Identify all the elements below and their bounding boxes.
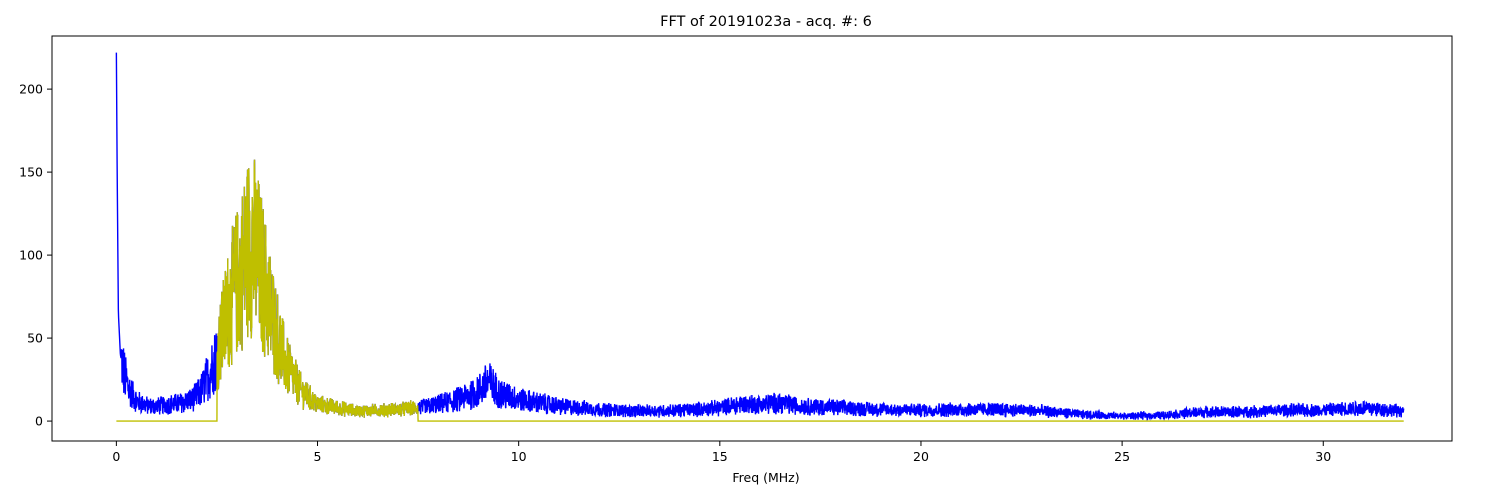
- y-tick-label: 150: [19, 165, 43, 180]
- x-tick-label: 5: [314, 449, 322, 464]
- x-tick-label: 30: [1315, 449, 1331, 464]
- x-tick-label: 15: [712, 449, 728, 464]
- x-tick-label: 20: [913, 449, 929, 464]
- x-tick-label: 25: [1114, 449, 1130, 464]
- filtered-series-line: [116, 159, 1404, 422]
- x-axis-label: Freq (MHz): [732, 470, 799, 485]
- axes-frame: [51, 35, 1453, 442]
- y-tick-label: 0: [35, 414, 43, 429]
- plot-area: [115, 52, 1405, 422]
- y-axis: 0 50 100 150 200: [19, 82, 52, 429]
- y-tick-label: 200: [19, 82, 43, 97]
- x-axis: 0 5 10 15 20 25 30: [112, 441, 1331, 464]
- chart-title: FFT of 20191023a - acq. #: 6: [660, 14, 872, 30]
- y-tick-label: 100: [19, 248, 43, 263]
- y-tick-label: 50: [27, 331, 43, 346]
- x-tick-label: 0: [112, 449, 120, 464]
- x-tick-label: 10: [511, 449, 527, 464]
